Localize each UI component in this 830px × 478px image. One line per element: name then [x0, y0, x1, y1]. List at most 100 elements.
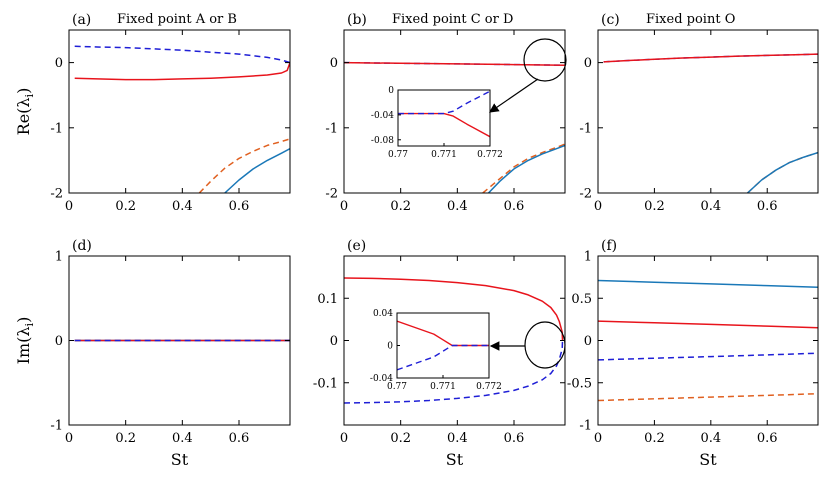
series-line-blue-dashed: [398, 90, 490, 115]
x-tick-label: 0.2: [644, 199, 665, 214]
series-line-teal-solid: [487, 144, 565, 193]
series-line-red-solid: [397, 320, 489, 347]
y-axis-label: Re(λi): [14, 88, 36, 136]
x-tick-label: 0.4: [447, 199, 468, 214]
series-line-blue-dashed: [397, 344, 489, 371]
x-tick-label: 0.6: [757, 199, 778, 214]
series-line-red-solid: [74, 62, 290, 81]
x-tick-label: 0: [340, 431, 348, 446]
x-tick-label: 0.4: [700, 431, 721, 446]
y-tick-label: 0: [330, 56, 338, 71]
x-axis-label: St: [446, 450, 464, 469]
y-tick-label: 0.5: [571, 292, 592, 307]
x-tick-label: 0.6: [757, 431, 778, 446]
series-line-orange-dashed: [198, 138, 290, 193]
series-line-red-solid: [398, 112, 490, 138]
y-tick-label: -1: [50, 419, 63, 434]
inset-x-tick-label: 0.771: [431, 150, 457, 160]
x-tick-label: 0.6: [229, 199, 250, 214]
x-axis-label: St: [171, 450, 189, 469]
series-line-blue-dashed: [344, 340, 564, 404]
y-tick-label: -2: [50, 187, 63, 202]
panel-label: (b): [347, 12, 367, 28]
x-tick-label: 0.6: [229, 431, 250, 446]
x-tick-label: 0.2: [390, 431, 411, 446]
y-axis-label-main: Im(λ: [14, 326, 33, 364]
zoom-arrow-b: [489, 78, 539, 113]
y-tick-label: 1: [55, 250, 63, 265]
inset-x-tick-label: 0.771: [430, 382, 456, 392]
inset-y-tick-label: -0.04: [370, 374, 393, 384]
series-line-orange-dashed: [746, 151, 818, 193]
series-line-red-solid: [603, 53, 818, 63]
series-line-red-solid: [344, 277, 564, 341]
inset-y-tick-label: -0.08: [371, 136, 394, 146]
series-line-orange-dashed: [482, 143, 565, 193]
panel-title: Fixed point C or D: [392, 12, 513, 27]
y-axis-label: Im(λi): [14, 317, 36, 365]
panel-a: 0 0.2 0.4 0.6 0 -1 -2 (a) Fixed point A or B Re(λ…: [14, 12, 291, 214]
plot-frame: [597, 29, 819, 194]
x-tick-label: 0.2: [115, 431, 136, 446]
panel-label: (e): [347, 238, 366, 254]
y-tick-label: -1: [579, 419, 592, 434]
y-axis-label-subscript: i: [23, 93, 36, 97]
series-line-orange-dashed: [598, 392, 818, 402]
y-tick-label: 0: [584, 334, 592, 349]
panel-label: (a): [72, 12, 91, 28]
inset-y-tick-label: 0: [388, 86, 394, 96]
x-tick-label: 0.2: [390, 199, 411, 214]
x-tick-label: 0.6: [504, 431, 525, 446]
panel-b: 0 0.2 0.4 0.6 0 -1 -2 (b) Fixed point C or D 0.77…: [325, 12, 566, 214]
panel-label: (d): [72, 238, 92, 254]
series-line-red-solid: [344, 61, 565, 66]
inset-x-tick-label: 0.77: [388, 150, 408, 160]
inset-x-tick-label: 0.772: [476, 382, 502, 392]
inset-plot: 0.77 0.771 0.772 0 -0.04 -0.08: [371, 86, 503, 160]
y-axis-label-subscript: i: [23, 322, 36, 326]
y-tick-label: -2: [325, 187, 338, 202]
x-tick-label: 0: [594, 199, 602, 214]
plot-frame: [343, 29, 566, 194]
y-tick-label: -1: [579, 121, 592, 136]
panel-title: Fixed point O: [646, 12, 735, 27]
x-tick-label: 0.4: [172, 199, 193, 214]
y-tick-label: 0: [55, 56, 63, 71]
x-tick-label: 0: [340, 199, 348, 214]
y-tick-label: 1: [584, 250, 592, 265]
inset-plot: 0.77 0.771 0.772 0.04 0 -0.04: [370, 309, 502, 392]
series-line-blue-dashed: [74, 45, 290, 64]
series-line-teal-solid: [746, 151, 818, 193]
panel-label: (f): [601, 238, 617, 254]
y-axis-label-main: Re(λ: [14, 97, 33, 135]
annotations: [489, 38, 567, 369]
y-tick-label: 0: [55, 334, 63, 349]
y-tick-label: -1: [50, 121, 63, 136]
inset-x-tick-label: 0.77: [387, 382, 407, 392]
x-tick-label: 0.4: [700, 199, 721, 214]
y-tick-label: -2: [579, 187, 592, 202]
panel-c: 0 0.2 0.4 0.6 0 -1 -2 (c) Fixed point O: [579, 12, 819, 214]
y-tick-label: -0.5: [567, 376, 592, 391]
zoom-circle-e: [524, 321, 566, 369]
plot-frame: [68, 29, 291, 194]
x-tick-label: 0.2: [644, 431, 665, 446]
x-tick-label: 0.2: [115, 199, 136, 214]
panel-label: (c): [601, 12, 620, 28]
x-tick-label: 0: [65, 199, 73, 214]
x-tick-label: 0.4: [447, 431, 468, 446]
inset-x-tick-label: 0.772: [477, 150, 503, 160]
panel-e: 0 0.2 0.4 0.6 0.1 0 -0.1 (e) St 0.77 0.771 0.772 0.0…: [313, 238, 566, 469]
panel-title: Fixed point A or B: [117, 12, 237, 27]
x-axis-label: St: [699, 450, 717, 469]
series-line-teal-solid: [598, 279, 818, 289]
y-tick-label: -0.1: [313, 376, 338, 391]
inset-y-tick-label: 0: [387, 342, 393, 352]
y-axis-label-close: ): [14, 88, 33, 94]
y-axis-label-close: ): [14, 317, 33, 323]
y-tick-label: 0: [584, 56, 592, 71]
series-line-red-solid: [598, 320, 818, 329]
y-tick-label: -1: [325, 121, 338, 136]
series-line-teal-solid: [224, 148, 290, 193]
